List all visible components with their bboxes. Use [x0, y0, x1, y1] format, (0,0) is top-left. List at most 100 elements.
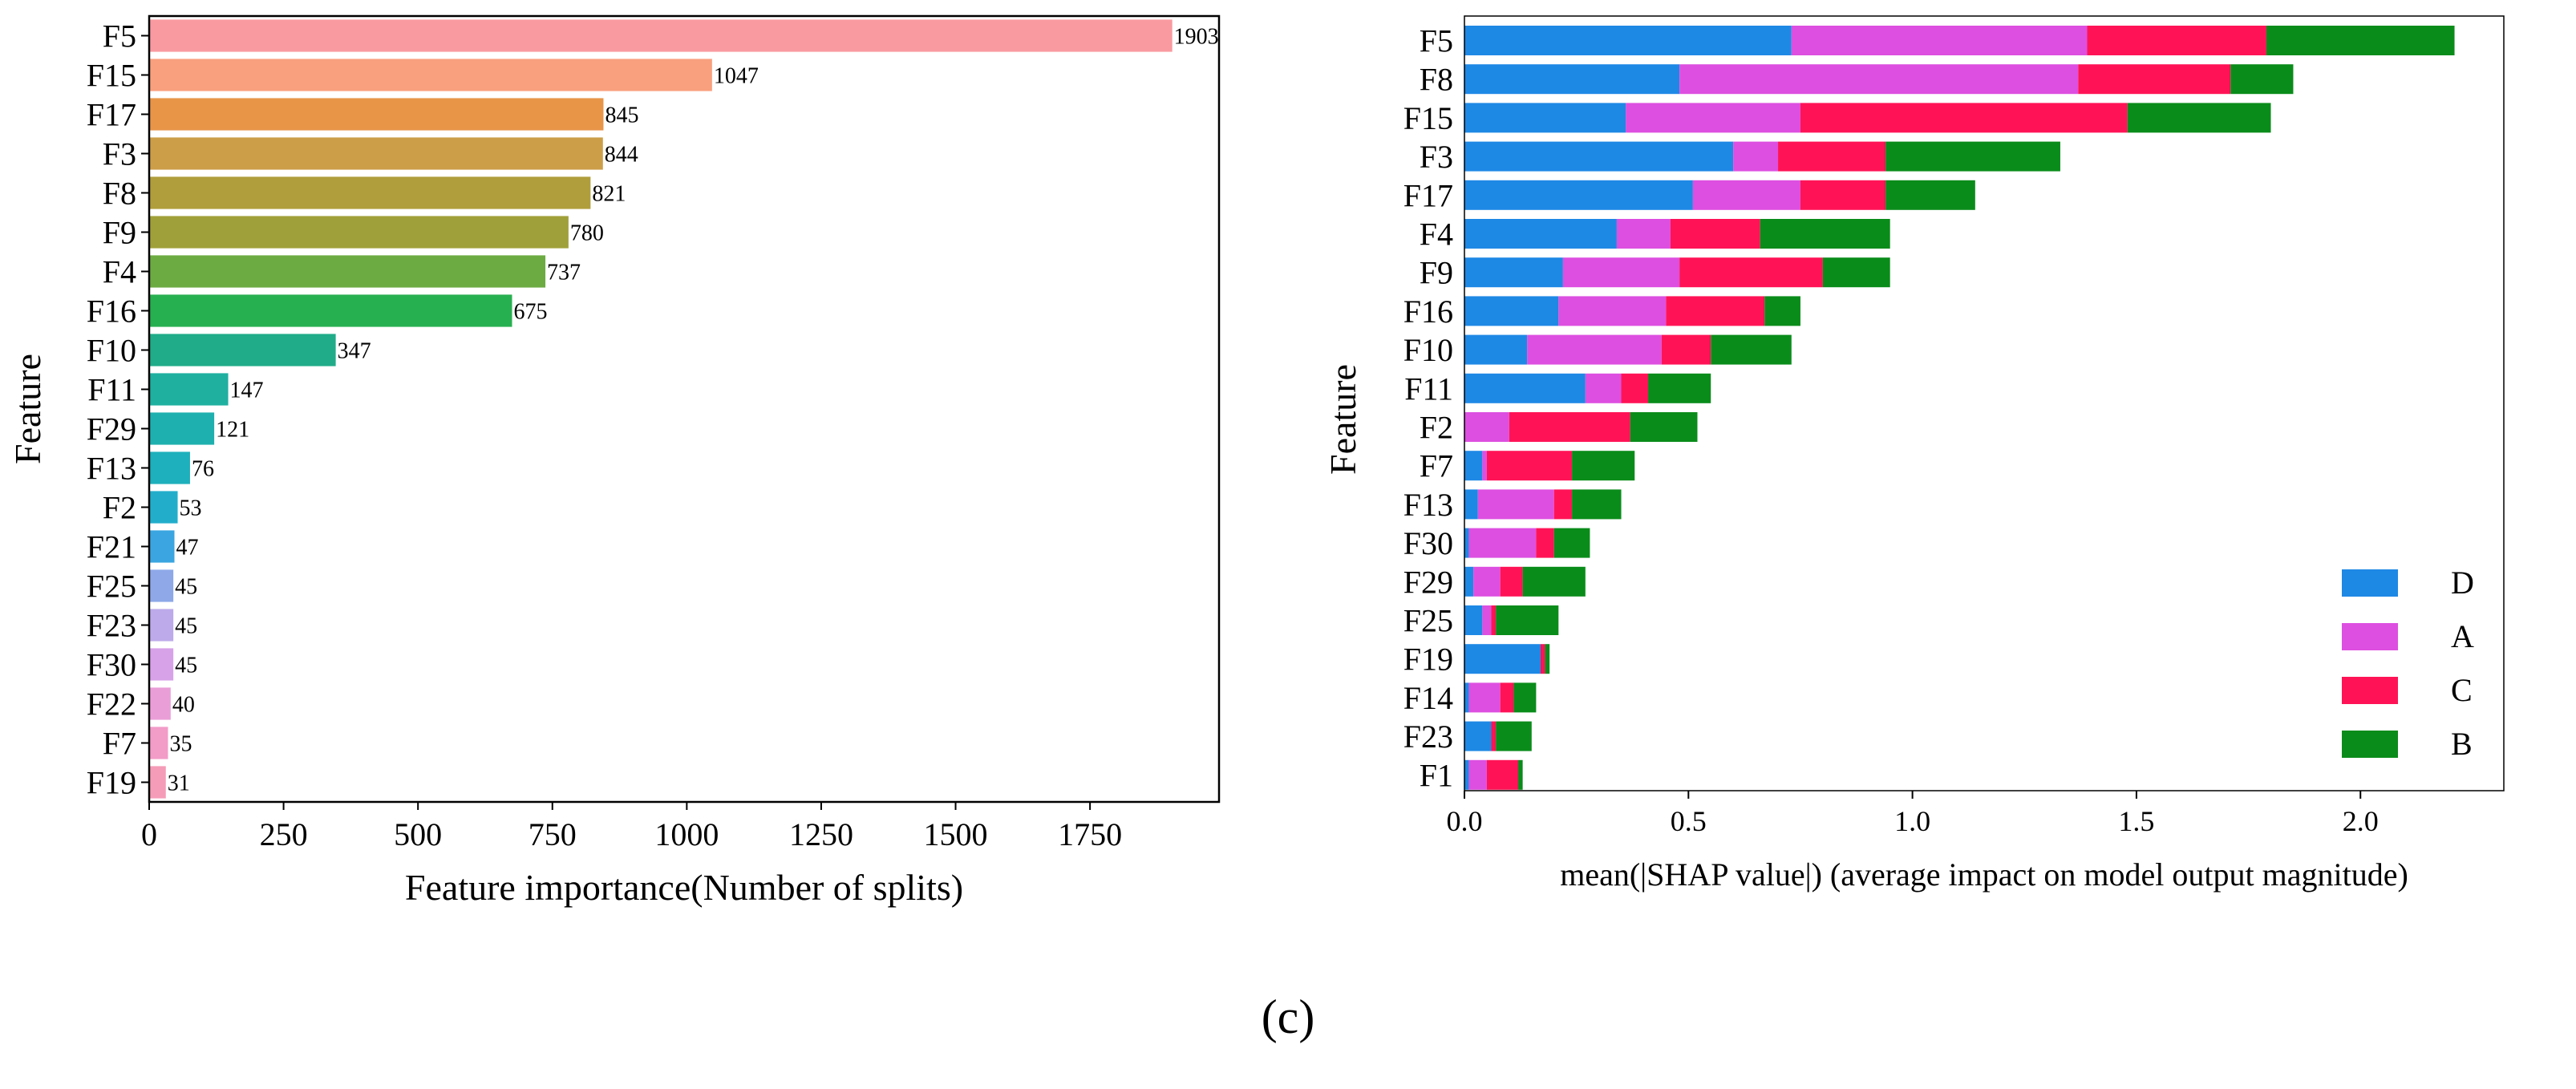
y-tick-label: F21 [87, 529, 136, 565]
y-tick-label: F16 [87, 294, 136, 330]
shap-bar-f8-b [2230, 64, 2294, 95]
shap-importance-chart: F5F8F15F3F17F4F9F16F10F11F2F7F13F30F29F2… [1322, 15, 2505, 893]
bar-value-label: 1047 [714, 64, 759, 89]
y-tick-label: F23 [1403, 719, 1453, 755]
shap-bar-f3-a [1733, 141, 1779, 172]
legend-swatch-a [2342, 623, 2398, 650]
shap-bar-f25-b [1496, 605, 1559, 635]
shap-bar-f25-c [1491, 605, 1497, 635]
bar-value-label: 845 [605, 103, 638, 128]
y-tick-label: F30 [87, 647, 136, 683]
shap-bar-f10-a [1527, 334, 1662, 365]
shap-bar-f29-a [1473, 566, 1501, 597]
y-tick-label: F17 [1403, 177, 1453, 213]
shap-bar-f30-d [1464, 528, 1469, 558]
shap-bar-f16-a [1558, 296, 1667, 326]
shap-bar-f30-b [1553, 528, 1590, 558]
x-tick-label: 750 [529, 816, 577, 852]
shap-bar-f10-b [1711, 334, 1792, 365]
shap-bar-f13-b [1572, 489, 1622, 520]
y-tick-label: F2 [103, 490, 136, 526]
shap-bar-f13-d [1464, 489, 1478, 520]
bar-f17 [149, 98, 604, 131]
shap-bar-f5-d [1464, 26, 1792, 55]
shap-bar-f10-c [1661, 334, 1711, 365]
y-tick-label: F7 [103, 726, 136, 762]
shap-bar-f5-a [1791, 26, 2088, 55]
shap-bar-f3-d [1464, 141, 1734, 172]
shap-bar-f19-c [1540, 644, 1545, 674]
split-importance-y-ticks: F5F15F17F3F8F9F4F16F10F11F29F13F2F21F25F… [87, 18, 149, 801]
shap-bar-f4-c [1670, 219, 1760, 249]
shap-bar-f14-b [1513, 682, 1537, 713]
split-importance-plot-frame [148, 14, 1221, 804]
x-tick-label: 1500 [924, 816, 988, 852]
shap-bar-f11-c [1621, 373, 1649, 403]
legend-swatch-c [2342, 677, 2398, 704]
bar-f22 [149, 687, 171, 720]
shap-x-axis-title: mean(|SHAP value|) (average impact on mo… [1560, 856, 2408, 893]
shap-x-ticks: 0.0 0.5 1.0 1.5 2.0 [1447, 791, 2379, 837]
shap-bar-f9-c [1679, 257, 1823, 288]
shap-bar-f25-d [1464, 605, 1483, 635]
x-tick-label: 0.0 [1447, 805, 1483, 837]
shap-bar-f1-d [1464, 759, 1469, 790]
bar-f16 [149, 294, 512, 327]
legend-label-b: B [2451, 726, 2473, 762]
shap-bar-f15-b [2127, 103, 2271, 133]
bar-value-label: 121 [216, 418, 249, 443]
y-tick-label: F29 [1403, 564, 1453, 600]
shap-bar-f8-c [2078, 64, 2231, 95]
shap-bar-f23-d [1464, 721, 1492, 751]
shap-bar-f1-c [1486, 759, 1519, 790]
y-tick-label: F13 [1403, 487, 1453, 523]
legend-swatch-b [2342, 731, 2398, 758]
shap-plot-frame [1464, 15, 2505, 791]
shap-bar-f4-b [1760, 219, 1890, 249]
shap-bar-f17-b [1885, 180, 1975, 210]
legend-swatch-d [2342, 569, 2398, 597]
y-tick-label: F13 [87, 451, 136, 487]
y-tick-label: F1 [1420, 757, 1453, 793]
bar-f9 [149, 216, 569, 249]
shap-bar-f29-b [1522, 566, 1586, 597]
bar-f3 [149, 137, 603, 170]
shap-bar-f30-c [1536, 528, 1554, 558]
shap-bar-f10-d [1464, 334, 1528, 365]
shap-bar-f9-b [1822, 257, 1890, 288]
shap-bar-f29-c [1500, 566, 1523, 597]
x-tick-label: 2.0 [2343, 805, 2379, 837]
shap-y-axis-title: Feature [1322, 364, 1363, 475]
bar-value-label: 347 [338, 339, 371, 364]
y-tick-label: F3 [1420, 139, 1453, 175]
y-tick-label: F3 [103, 136, 136, 172]
bar-f11 [149, 373, 229, 406]
y-tick-label: F4 [1420, 217, 1453, 253]
bar-f29 [149, 412, 215, 445]
y-tick-label: F9 [1420, 255, 1453, 291]
bar-f15 [149, 59, 712, 91]
x-tick-label: 1.5 [2118, 805, 2154, 837]
y-tick-label: F15 [1403, 100, 1453, 136]
x-tick-label: 1250 [789, 816, 853, 852]
bar-value-label: 1903 [1174, 25, 1219, 50]
shap-bar-f7-d [1464, 451, 1483, 481]
y-tick-label: F22 [87, 686, 136, 723]
shap-bar-f11-d [1464, 373, 1586, 403]
shap-bar-f14-a [1468, 682, 1501, 713]
shap-bar-f4-a [1616, 219, 1671, 249]
bar-value-label: 40 [172, 693, 195, 718]
shap-y-ticks: F5F8F15F3F17F4F9F16F10F11F2F7F13F30F29F2… [1403, 23, 1453, 794]
legend-label-a: A [2451, 618, 2474, 654]
shap-bar-f13-a [1477, 489, 1554, 520]
bar-f23 [149, 609, 174, 642]
shap-bar-f3-b [1885, 141, 2060, 172]
shap-bar-f15-c [1800, 103, 2128, 133]
bar-f13 [149, 451, 190, 484]
split-importance-x-axis-title: Feature importance(Number of splits) [405, 867, 963, 908]
x-tick-label: 1.0 [1894, 805, 1930, 837]
y-tick-label: F5 [103, 18, 136, 55]
y-tick-label: F8 [103, 176, 136, 212]
bar-f21 [149, 530, 175, 563]
